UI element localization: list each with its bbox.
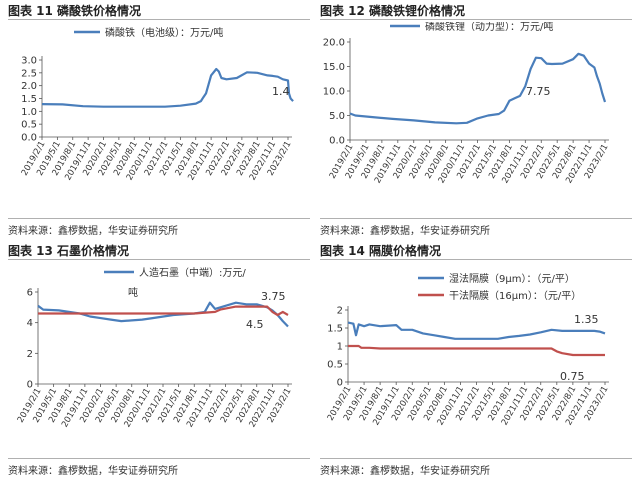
figure-title-14: 图表 14 隔膜价格情况 <box>320 244 442 258</box>
y-tick-label: 1 <box>337 342 343 353</box>
source-rule-12 <box>320 218 632 219</box>
series-line-1 <box>349 52 607 125</box>
y-tick-label: 0 <box>27 380 33 391</box>
source-rule-14 <box>320 458 632 459</box>
chart-lithium-iron-phosphate: 0.05.010.015.020.02019/2/12019/5/12019/8… <box>323 22 611 185</box>
source-note-13: 资料来源：鑫椤数据，华安证券研究所 <box>8 466 178 477</box>
title-rule-11 <box>8 19 310 20</box>
y-tick-label: 0.0 <box>21 133 37 144</box>
y-tick-label: 20.0 <box>323 38 345 49</box>
y-tick-label: 6 <box>27 288 33 299</box>
data-label-annotation: 1.35 <box>574 313 599 326</box>
y-tick-label: 3.0 <box>21 56 37 67</box>
y-tick-label: 1.5 <box>21 94 37 105</box>
legend-label-1: 湿法隔膜（9μm）：（元/平） <box>449 272 575 285</box>
title-rule-13 <box>8 259 310 260</box>
y-tick-label: 2.0 <box>21 81 37 92</box>
y-tick-label: 0.0 <box>329 136 345 147</box>
data-label-annotation: 3.75 <box>261 290 286 303</box>
legend-label-wrap: 吨 <box>128 286 138 299</box>
legend-label-1: 磷酸铁锂（动力型）：万元/吨 <box>425 22 553 33</box>
data-label-annotation: 7.75 <box>526 85 551 98</box>
source-rule-13 <box>8 458 310 459</box>
chart-lfp-iron-phosphate: 0.00.51.01.52.02.53.02019/2/12019/5/1201… <box>20 26 294 182</box>
figure-title-11: 图表 11 磷酸铁价格情况 <box>8 4 142 18</box>
title-rule-14 <box>320 259 632 260</box>
y-tick-label: 1.0 <box>21 107 37 118</box>
legend-label-2: 干法隔膜（16μm）：（元/平） <box>449 289 581 302</box>
y-tick-label: 10.0 <box>323 87 345 98</box>
chart-graphite: 02462019/2/12019/5/12019/8/12019/11/1202… <box>16 266 294 429</box>
source-note-12: 资料来源：鑫椤数据，华安证券研究所 <box>320 226 490 237</box>
y-tick-label: 0 <box>337 378 343 389</box>
y-tick-label: 1.5 <box>327 324 343 335</box>
series-line-1 <box>347 321 606 340</box>
y-tick-label: 2.5 <box>21 68 37 79</box>
figure-title-13: 图表 13 石墨价格情况 <box>8 244 130 258</box>
series-line-2 <box>348 344 605 357</box>
y-tick-label: 0.5 <box>21 120 37 131</box>
source-note-14: 资料来源：鑫椤数据，华安证券研究所 <box>320 466 490 477</box>
y-tick-label: 5.0 <box>329 111 345 122</box>
chart-separator: 00.511.522019/2/12019/5/12019/8/12019/11… <box>326 272 611 427</box>
y-tick-label: 0.5 <box>327 360 343 371</box>
data-label-annotation: 1.4 <box>272 85 290 98</box>
source-rule-11 <box>8 218 310 219</box>
y-tick-label: 2 <box>27 349 33 360</box>
series-line-1 <box>41 67 294 108</box>
legend-label-1: 人造石墨（中端）:万元/ <box>139 266 246 279</box>
y-tick-label: 15.0 <box>323 62 345 73</box>
y-tick-label: 2 <box>337 306 343 317</box>
y-tick-label: 4 <box>27 318 33 329</box>
legend-label-1: 磷酸铁（电池级）：万元/吨 <box>105 26 223 39</box>
data-label-annotation: 4.5 <box>246 318 264 331</box>
source-note-11: 资料来源：鑫椤数据，华安证券研究所 <box>8 226 178 237</box>
figure-title-12: 图表 12 磷酸铁锂价格情况 <box>320 4 466 18</box>
series-line-2 <box>38 305 289 317</box>
data-label-annotation: 0.75 <box>560 370 585 383</box>
title-rule-12 <box>320 19 632 20</box>
